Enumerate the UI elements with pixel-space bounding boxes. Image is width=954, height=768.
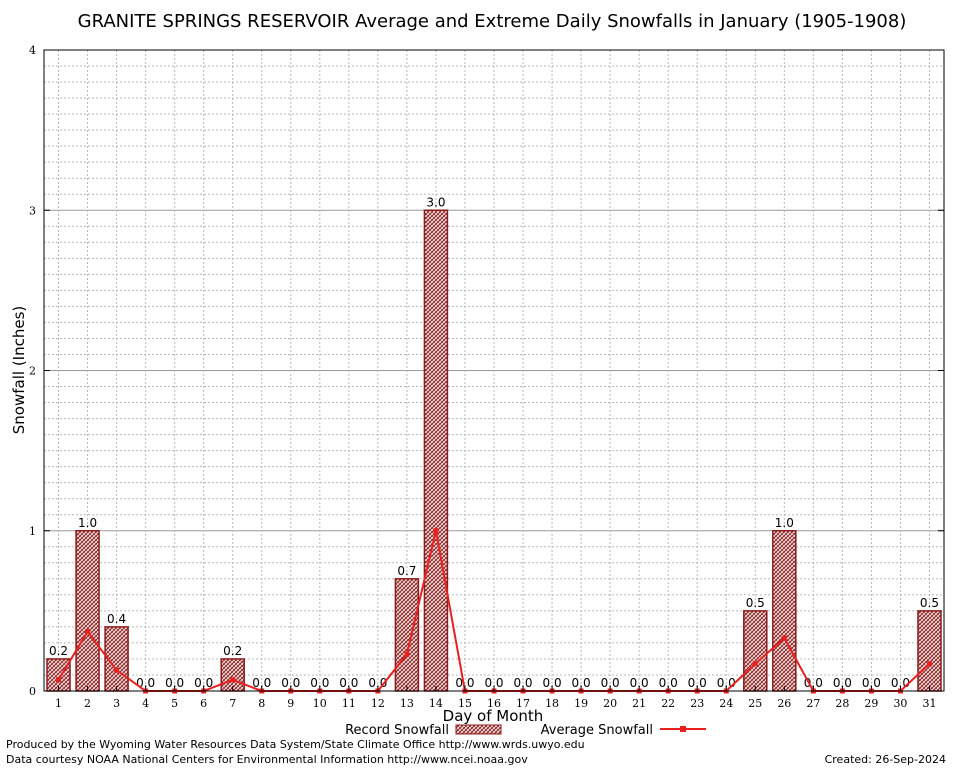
average-point [433,528,439,534]
bar-value-label: 0.4 [107,612,126,626]
x-tick-label: 7 [229,697,236,710]
y-tick-label: 0 [29,685,36,698]
bar-value-label: 0.0 [339,676,358,690]
bar-value-label: 0.0 [252,676,271,690]
x-tick-label: 20 [603,697,617,710]
x-tick-label: 4 [142,697,149,710]
x-tick-label: 30 [893,697,907,710]
x-tick-label: 13 [400,697,414,710]
x-tick-label: 9 [287,697,294,710]
average-point [404,651,410,657]
x-axis-label: Day of Month [443,707,544,725]
legend: Record Snowfall Average Snowfall [345,723,706,738]
x-tick-label: 27 [806,697,820,710]
legend-average-label: Average Snowfall [541,723,653,738]
record-bar [917,610,942,692]
bar-value-label: 0.0 [455,676,474,690]
x-tick-label: 25 [748,697,762,710]
record-bar [423,209,449,692]
bar-value-label: 0.2 [49,644,68,658]
average-point [781,635,787,641]
bar-value-label: 0.0 [630,676,649,690]
average-point [85,629,91,635]
bar-value-label: 1.0 [78,516,97,530]
x-tick-label: 24 [719,697,733,710]
bar-value-label: 0.0 [688,676,707,690]
x-tick-label: 11 [342,697,356,710]
record-bar [75,530,100,692]
bar-value-label: 0.0 [862,676,881,690]
footer-data-courtesy: Data courtesy NOAA National Centers for … [6,753,528,766]
x-tick-label: 31 [922,697,936,710]
x-tick-label: 3 [113,697,120,710]
x-tick-label: 15 [458,697,472,710]
bar-value-label: 0.0 [194,676,213,690]
x-tick-label: 28 [835,697,849,710]
bar-labels-group: 0.2 1.0 0.4 0.0 0.0 0.0 0.2 0.0 0.0 0.0 0.0 0.0 0.7 3… [49,195,939,690]
average-point [114,667,120,673]
x-tick-label: 19 [574,697,588,710]
x-tick-label: 17 [516,697,530,710]
y-tick-label: 2 [29,365,36,378]
x-tick-label: 29 [864,697,878,710]
bar-value-label: 0.0 [165,676,184,690]
x-tick-label: 21 [632,697,646,710]
x-tick-label: 16 [487,697,501,710]
bar-value-label: 0.0 [572,676,591,690]
bar-value-label: 0.0 [543,676,562,690]
footer-produced-by: Produced by the Wyoming Water Resources … [6,738,585,751]
bar-value-label: 0.0 [833,676,852,690]
x-tick-label: 26 [777,697,791,710]
x-tick-label: 22 [661,697,675,710]
x-tick-label: 6 [200,697,207,710]
bar-value-label: 3.0 [426,195,445,209]
y-tick-label: 4 [29,44,36,57]
y-tick-label: 1 [29,525,36,538]
record-bar [772,530,797,692]
x-tick-label: 14 [429,697,443,710]
average-point [230,677,236,683]
x-tick-label: 1 [55,697,62,710]
bar-value-label: 0.0 [659,676,678,690]
y-axis-label: Snowfall (Inches) [10,306,28,434]
x-tick-label: 5 [171,697,178,710]
bar-value-label: 0.7 [397,564,416,578]
bar-value-label: 0.0 [804,676,823,690]
average-point [926,661,932,667]
y-tick-labels: 0 1 2 3 4 [29,44,944,698]
bar-value-label: 0.0 [281,676,300,690]
bar-value-label: 0.0 [484,676,503,690]
legend-record-swatch [455,724,502,735]
legend-record-label: Record Snowfall [345,723,449,738]
x-tick-label: 2 [84,697,91,710]
y-tick-label: 3 [29,204,36,217]
legend-average-marker [680,726,686,732]
x-tick-label: 10 [313,697,327,710]
bar-value-label: 0.5 [920,596,939,610]
bar-value-label: 1.0 [775,516,794,530]
record-bar [743,610,768,692]
chart-title: GRANITE SPRINGS RESERVOIR Average and Ex… [78,11,907,32]
bar-value-label: 0.5 [746,596,765,610]
x-tick-label: 23 [690,697,704,710]
average-point [752,661,758,667]
footer-created: Created: 26-Sep-2024 [824,753,946,766]
record-bar [394,578,420,692]
bar-value-label: 0.2 [223,644,242,658]
average-point [56,677,62,683]
bar-value-label: 0.0 [601,676,620,690]
x-tick-label: 8 [258,697,265,710]
x-tick-label: 18 [545,697,559,710]
bar-value-label: 0.0 [513,676,532,690]
grid-lines [44,49,944,692]
x-tick-labels: 1 2 3 4 5 6 7 8 9 10 11 12 13 14 15 16 17 18 19 20 21 22 23 24 2… [55,686,936,710]
x-tick-label: 12 [371,697,385,710]
bar-value-label: 0.0 [310,676,329,690]
